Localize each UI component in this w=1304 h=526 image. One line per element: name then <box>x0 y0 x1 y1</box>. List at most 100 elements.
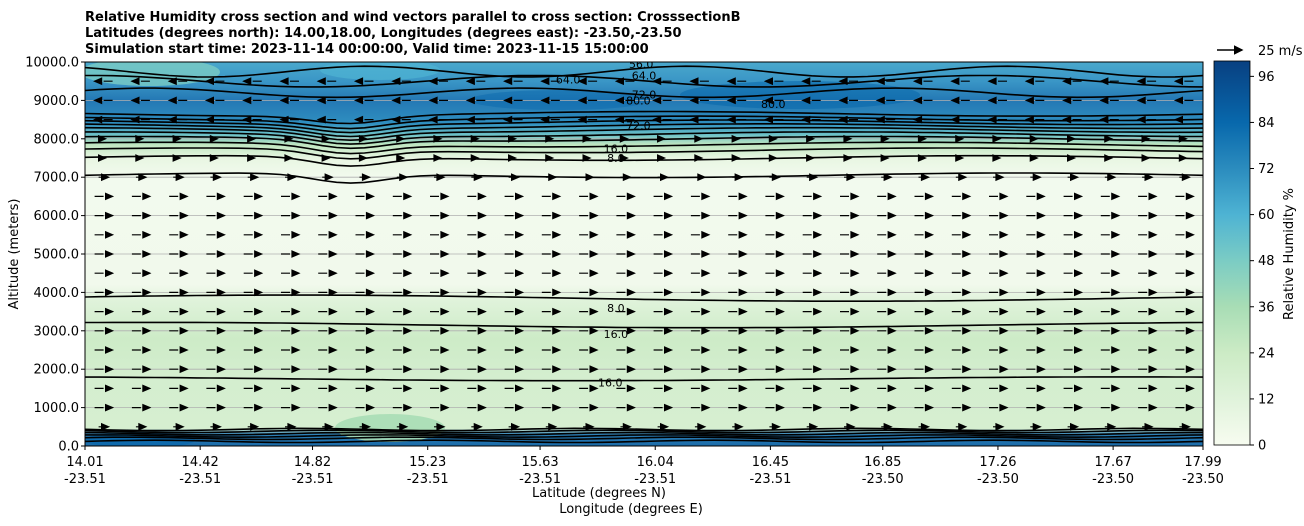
wind-vector <box>504 211 525 220</box>
contour-line <box>85 427 1203 432</box>
wind-vector <box>950 115 970 124</box>
wind-vector <box>1175 230 1195 239</box>
wind-vector <box>1173 77 1194 86</box>
y-tick-label: 6000.0 <box>34 209 80 224</box>
quiver-key-label: 25 m/s <box>1258 44 1303 59</box>
wind-vector <box>93 115 113 124</box>
wind-vector <box>322 422 334 431</box>
wind-vector <box>206 384 226 393</box>
wind-vector <box>392 250 413 258</box>
wind-vector <box>1104 173 1117 182</box>
wind-vector <box>951 384 972 393</box>
wind-vector <box>1063 192 1084 201</box>
wind-vector <box>951 326 972 335</box>
wind-vector <box>541 326 562 335</box>
wind-vector <box>285 173 297 182</box>
wind-vector <box>508 154 518 162</box>
wind-vector <box>284 134 294 143</box>
wind-vector <box>875 115 896 124</box>
wind-vector <box>1100 365 1121 374</box>
wind-vector <box>914 288 935 297</box>
wind-vector <box>838 96 858 105</box>
wind-vector <box>540 115 560 124</box>
wind-vector <box>355 384 376 393</box>
wind-vector <box>1099 77 1119 86</box>
wind-vector <box>135 173 148 182</box>
wind-vector <box>353 115 374 124</box>
wind-vector <box>247 154 257 162</box>
wind-vector <box>616 307 636 316</box>
wind-vector <box>653 365 674 374</box>
wind-vector <box>1099 96 1119 105</box>
wind-vector <box>430 365 450 374</box>
wind-vector <box>243 326 264 335</box>
wind-vector <box>465 115 486 124</box>
wind-vector <box>579 384 599 393</box>
wind-vector <box>951 346 972 354</box>
wind-vector <box>690 307 711 316</box>
wind-vector <box>98 173 111 182</box>
grid-lines <box>85 100 1203 409</box>
wind-vector <box>914 346 935 354</box>
wind-vector <box>169 365 189 374</box>
wind-vector <box>173 173 185 182</box>
wind-vector <box>732 173 744 182</box>
wind-vector <box>1029 154 1039 162</box>
wind-vector <box>243 211 264 220</box>
wind-vector <box>1100 192 1121 201</box>
wind-vector <box>1063 211 1084 220</box>
wind-vector <box>840 384 860 393</box>
contour-line <box>85 376 1203 382</box>
contour-label: 64.0 <box>632 69 657 82</box>
wind-vector <box>467 326 487 335</box>
wind-vector <box>318 288 338 297</box>
wind-vector <box>316 96 337 105</box>
wind-vector <box>504 403 525 412</box>
contour-line <box>85 147 1203 160</box>
wind-vector <box>914 250 935 258</box>
wind-vector <box>690 326 711 335</box>
wind-vector <box>765 288 785 297</box>
wind-vector <box>503 115 523 124</box>
wind-vector <box>912 96 933 105</box>
wind-vector <box>541 250 562 258</box>
wind-vector <box>1136 115 1157 124</box>
wind-vector <box>131 365 152 374</box>
wind-vector <box>243 403 264 412</box>
wind-vector <box>93 96 113 105</box>
wind-vector <box>652 115 672 124</box>
wind-vector <box>1026 288 1046 297</box>
wind-vector <box>434 422 446 431</box>
wind-vector <box>172 134 182 143</box>
wind-vector <box>657 422 670 431</box>
wind-vector <box>428 96 448 105</box>
wind-vector <box>877 403 897 412</box>
wind-vector <box>1063 250 1084 258</box>
wind-vector <box>541 211 562 220</box>
wind-vector <box>989 192 1009 201</box>
wind-vector <box>914 365 935 374</box>
wind-vector <box>281 403 301 412</box>
y-tick-label: 8000.0 <box>34 132 80 147</box>
wind-vector <box>951 403 972 412</box>
colorbar-tick-label: 84 <box>1258 116 1275 131</box>
wind-vector <box>355 288 376 297</box>
wind-vector <box>94 211 115 220</box>
wind-vector <box>875 96 896 105</box>
wind-vector <box>616 192 636 201</box>
wind-vector <box>167 77 188 86</box>
contour-line <box>85 141 1203 155</box>
wind-vector <box>1026 307 1046 316</box>
wind-vector <box>1030 173 1042 182</box>
wind-vector <box>391 96 411 105</box>
humidity-patch <box>320 62 440 80</box>
wind-vector <box>541 230 562 239</box>
wind-vector <box>802 384 823 393</box>
wind-vector <box>508 173 521 182</box>
wind-vector <box>802 365 823 374</box>
wind-vector <box>206 326 226 335</box>
wind-vector <box>467 211 487 220</box>
wind-vector <box>763 77 784 86</box>
wind-vector <box>279 115 299 124</box>
wind-vector <box>209 134 219 143</box>
